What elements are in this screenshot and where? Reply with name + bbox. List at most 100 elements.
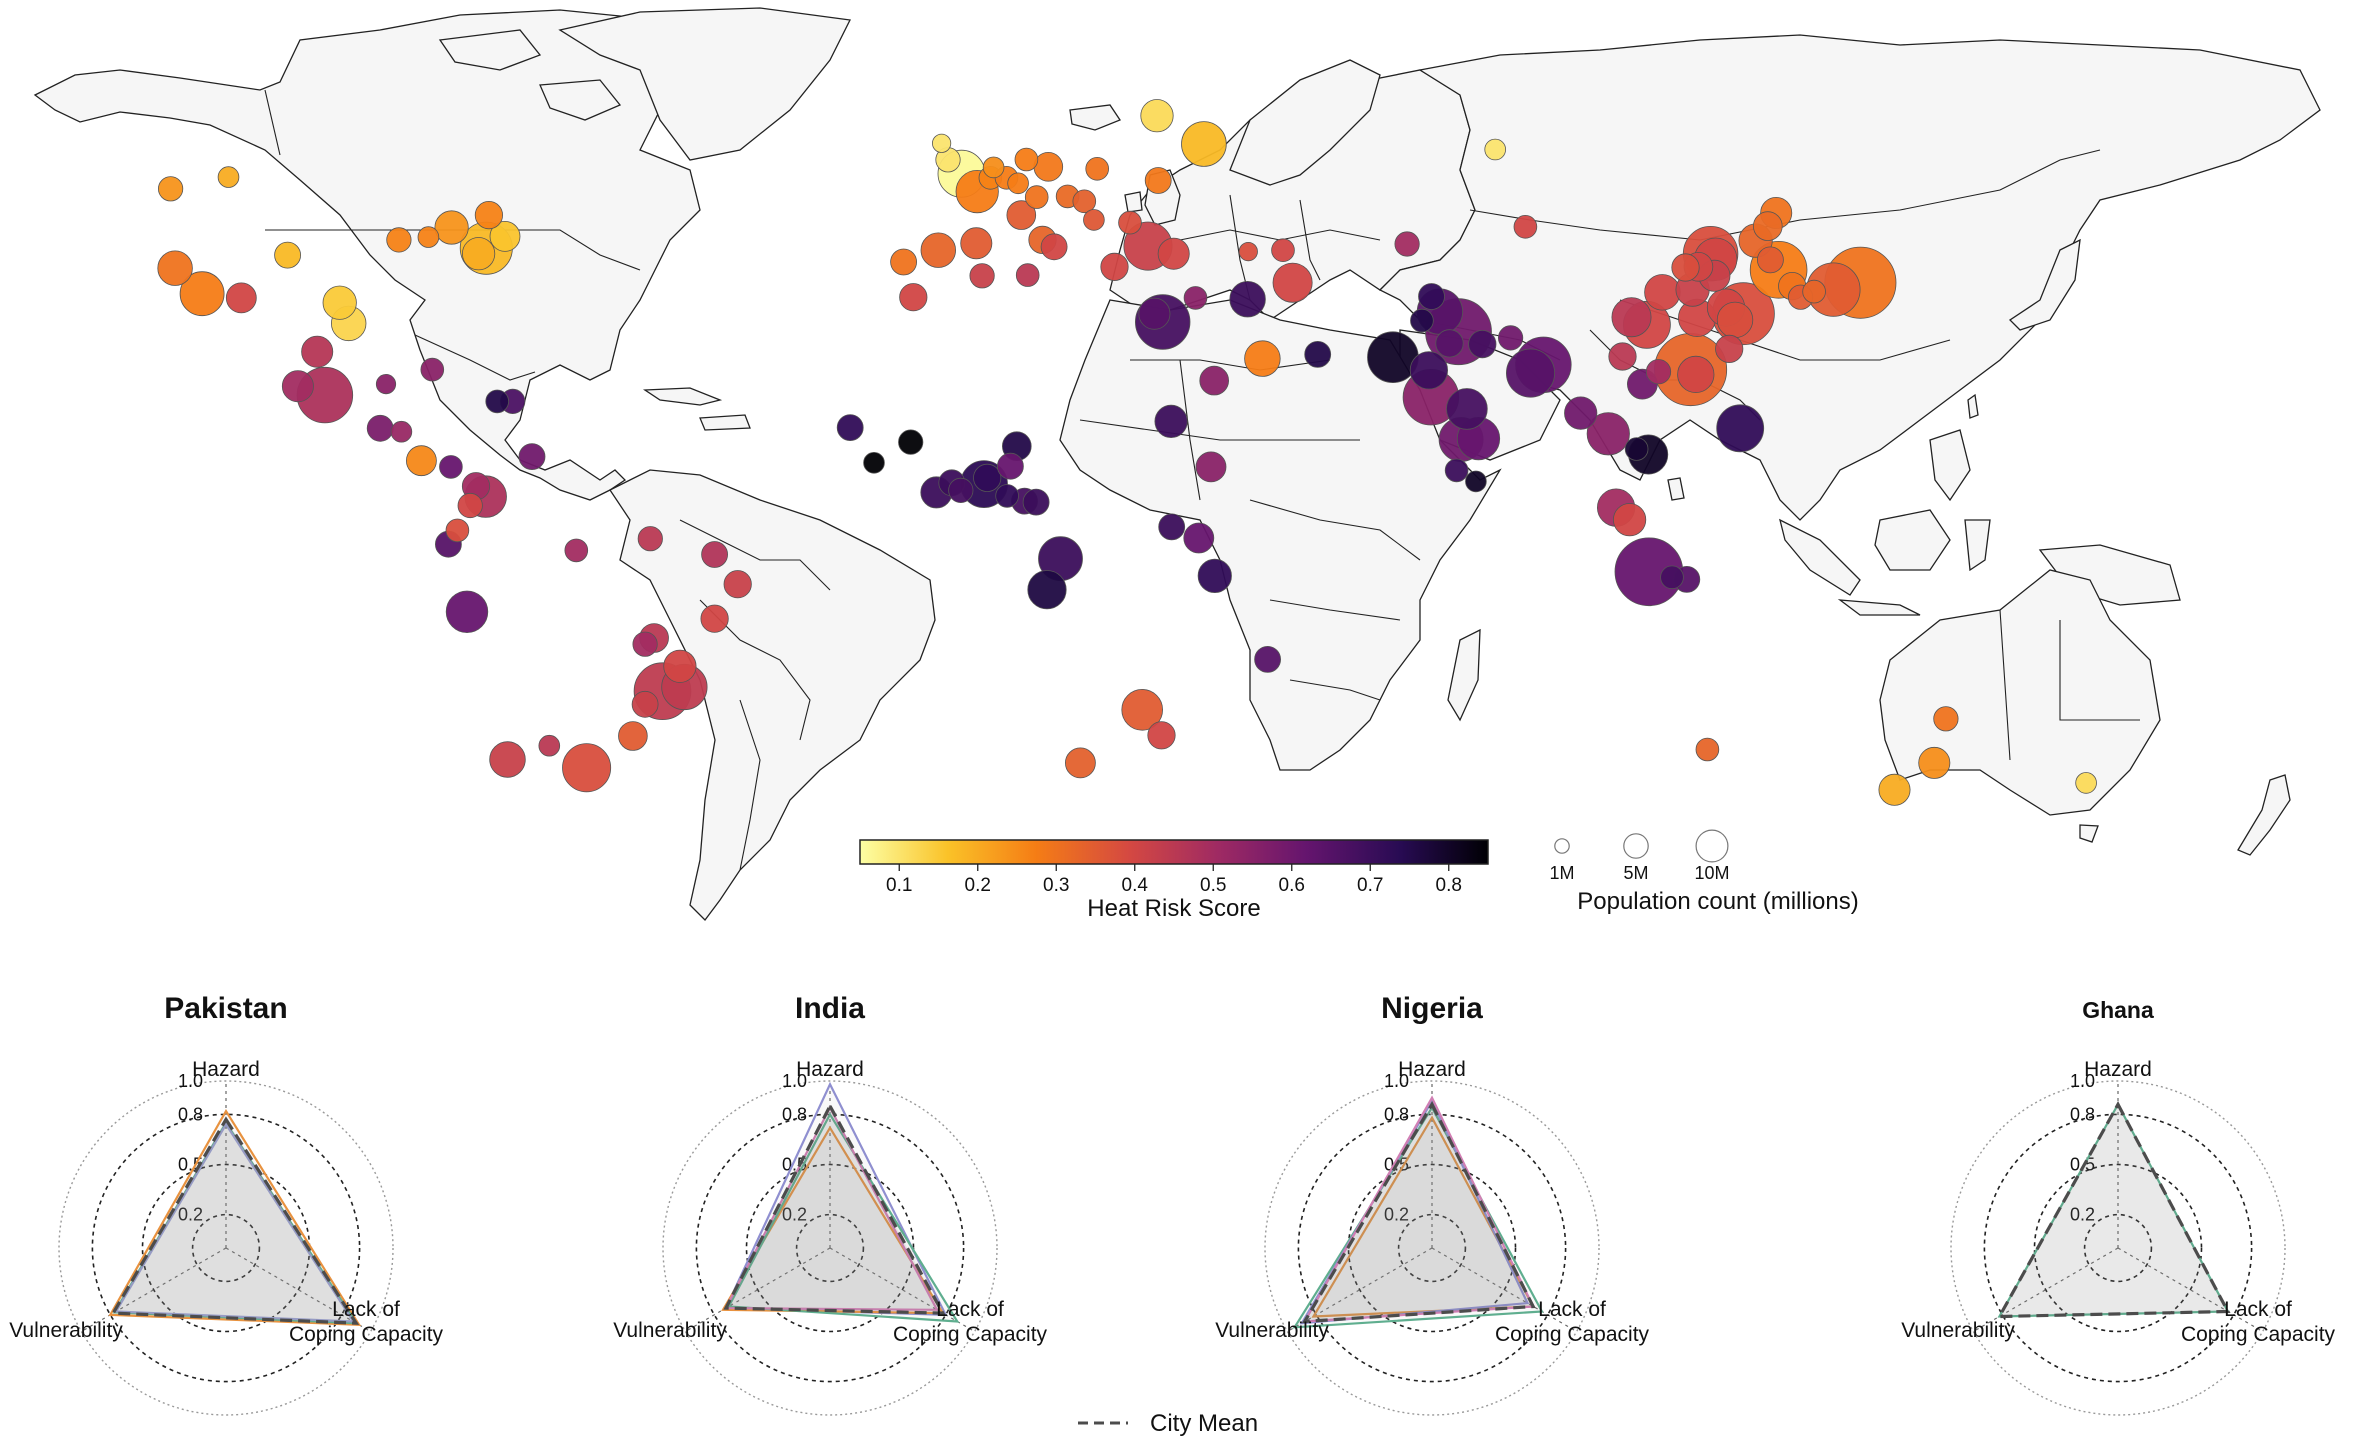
city-marker [1677,355,1715,393]
radar-series [112,1120,359,1325]
border-china [1619,299,1951,361]
city-marker [1007,172,1029,195]
world-map: 0.1 0.2 0.3 0.4 0.5 0.6 0.7 0.8 Heat Risk Score… [33,7,2321,922]
city-marker [1272,262,1313,303]
radar-series [1299,1098,1530,1325]
city-marker [1444,458,1469,483]
radar-ring-label: 0.8 [782,1104,807,1124]
land-tasmania [2079,824,2099,843]
land-japan [2008,238,2081,331]
radar-ring-label: 0.5 [1384,1155,1409,1175]
border-eu-3 [1299,199,1321,281]
population-legend-label: 5M [1623,863,1648,883]
radar-ring [1297,1113,1567,1383]
population-legend-label: 10M [1694,863,1729,883]
radar-series [1292,1105,1544,1329]
city-marker [1446,388,1488,430]
radar-axis-lack-of-coping-capacity: Lack of Coping Capacity [2181,1298,2336,1346]
radar-series [727,1112,960,1323]
city-marker [1645,359,1672,385]
city-marker [281,370,314,403]
city-marker [1085,157,1109,181]
border-sa-3 [739,699,761,871]
city-marker [1409,351,1449,390]
radar-ring-label: 1.0 [2070,1071,2095,1091]
city-marker [863,451,885,474]
border-africa-6 [1289,679,1381,701]
border-africa-4 [1249,499,1421,561]
land-south-america [609,469,936,921]
city-marker [973,463,1002,492]
radar-series-city-mean [723,1102,946,1315]
land-scandinavia [1229,59,1381,186]
city-marker [2075,772,2097,794]
radar-ring-label: 0.2 [782,1205,807,1225]
city-marker [1100,252,1129,281]
land-new-zealand [2237,774,2291,856]
land-madagascar [1447,628,1481,722]
city-marker [1933,706,1959,732]
land-java [1837,599,1921,616]
city-marker [632,631,658,657]
city-marker [898,429,924,455]
city-marker [701,541,728,568]
radar-ring [795,1213,865,1283]
radar-series-city-mean [110,1116,360,1325]
city-marker [1498,325,1524,351]
radar-axis-vulnerability: Vulnerability [613,1319,727,1342]
city-marker [631,690,659,718]
radar-axis-vulnerability: Vulnerability [1215,1319,1329,1342]
radar-ring-label: 1.0 [1384,1071,1409,1091]
radar-ring [1950,1080,2286,1416]
city-marker [457,492,483,519]
city-markers [157,99,2097,806]
city-marker [417,226,440,248]
city-marker [969,263,995,289]
radar-axis-lack-of-coping-capacity: Lack of Coping Capacity [289,1298,444,1346]
city-marker [1660,565,1684,590]
land-taiwan [1967,393,1979,419]
radar-ring [1983,1113,2253,1383]
radar-ring-label: 0.2 [2070,1205,2095,1225]
radar-ring [2033,1163,2203,1333]
city-marker [157,250,193,286]
colorbar: 0.1 0.2 0.3 0.4 0.5 0.6 0.7 0.8 Heat Risk Score [859,839,1489,922]
city-marker [225,282,257,314]
radar-series [108,1108,362,1326]
border-alaska [264,89,281,156]
city-marker [1183,522,1215,554]
city-marker [301,335,334,368]
radar-axis-lack-of-coping-capacity: Lack of Coping Capacity [893,1298,1048,1346]
colorbar-tick-label: 0.8 [1436,875,1462,896]
population-legend-title: Population count (millions) [1577,888,1858,915]
radar-ring-label: 1.0 [178,1071,203,1091]
radar-ring [1347,1163,1517,1333]
city-marker [1033,152,1064,182]
city-marker [1410,308,1434,333]
city-marker [1468,329,1497,359]
land-philippines [1929,429,1971,502]
land-sulawesi [1964,519,1991,572]
city-marker [1586,412,1630,456]
border-africa-5 [1269,599,1401,621]
city-marker [538,734,561,757]
land-sri-lanka [1667,477,1685,501]
population-legend-circle [1695,829,1729,863]
land-masses [33,7,2321,921]
city-marker [1072,189,1097,214]
city-marker [1671,253,1700,282]
city-marker [405,445,437,477]
city-marker [390,420,413,443]
city-marker [618,721,648,751]
city-marker [1435,329,1464,358]
population-legend-circle [1554,838,1570,854]
city-marker [899,283,928,312]
city-marker [1181,121,1227,167]
radar-axis-hazard: Hazard [2084,1058,2152,1081]
border-africa-1 [1130,359,1331,371]
city-marker [1878,773,1911,806]
colorbar-tick-label: 0.1 [886,875,912,896]
border-africa-3 [1179,359,1201,501]
city-marker [485,389,510,414]
